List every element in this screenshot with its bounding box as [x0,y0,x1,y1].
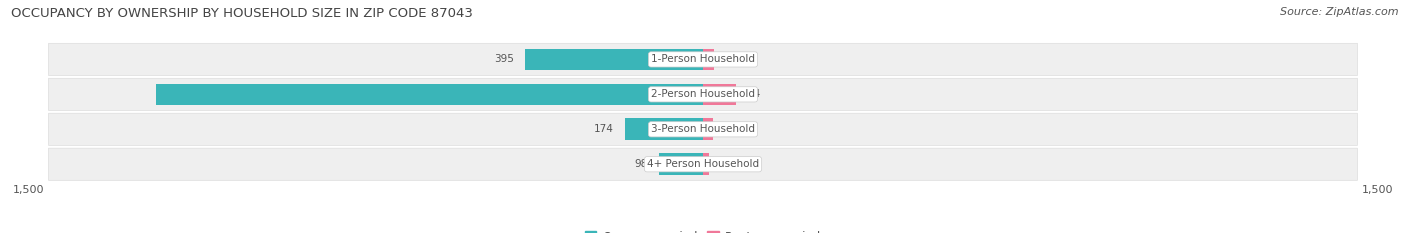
Text: 1,215: 1,215 [657,89,689,99]
Text: OCCUPANCY BY OWNERSHIP BY HOUSEHOLD SIZE IN ZIP CODE 87043: OCCUPANCY BY OWNERSHIP BY HOUSEHOLD SIZE… [11,7,474,20]
FancyBboxPatch shape [48,78,1358,110]
Bar [659,154,703,175]
Text: 74: 74 [748,89,761,99]
FancyBboxPatch shape [48,113,1358,145]
Legend: Owner-occupied, Renter-occupied: Owner-occupied, Renter-occupied [579,226,827,233]
Text: 98: 98 [634,159,648,169]
Text: Source: ZipAtlas.com: Source: ZipAtlas.com [1281,7,1399,17]
Text: 24: 24 [725,55,738,64]
FancyBboxPatch shape [48,43,1358,75]
FancyBboxPatch shape [48,148,1358,180]
Text: 174: 174 [593,124,613,134]
Bar [624,118,703,140]
Bar [703,49,714,70]
Bar [526,49,703,70]
Text: 2-Person Household: 2-Person Household [651,89,755,99]
Bar [703,118,713,140]
Text: 13: 13 [720,159,734,169]
Text: 3-Person Household: 3-Person Household [651,124,755,134]
Text: 4+ Person Household: 4+ Person Household [647,159,759,169]
Bar [703,154,709,175]
Text: 22: 22 [724,124,737,134]
Text: 395: 395 [494,55,515,64]
Bar [703,84,737,105]
Text: 1-Person Household: 1-Person Household [651,55,755,64]
Bar [156,84,703,105]
